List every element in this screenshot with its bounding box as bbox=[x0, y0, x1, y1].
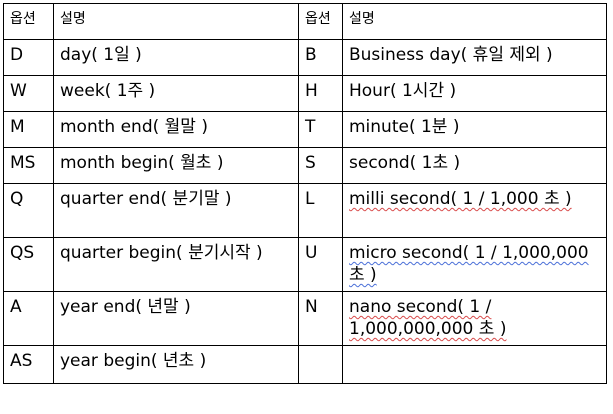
option-code: Q bbox=[3, 183, 54, 238]
header-option-2: 옵션 bbox=[298, 3, 343, 40]
option-description: minute( 1분 ) bbox=[342, 111, 607, 148]
option-code: MS bbox=[3, 147, 54, 184]
option-description: Business day( 휴일 제외 ) bbox=[342, 39, 607, 76]
table-row: A year end( 년말 ) N nano second( 1 / 1,00… bbox=[3, 291, 607, 346]
option-description: milli second( 1 / 1,000 초 ) bbox=[342, 183, 607, 238]
frequency-options-table: 옵션 설명 옵션 설명 D day( 1일 ) B Business day( … bbox=[3, 3, 607, 384]
option-description: week( 1주 ) bbox=[53, 75, 299, 112]
header-description-1: 설명 bbox=[53, 3, 299, 40]
option-code: S bbox=[298, 147, 343, 184]
option-code: T bbox=[298, 111, 343, 148]
option-description: second( 1초 ) bbox=[342, 147, 607, 184]
option-description: month begin( 월초 ) bbox=[53, 147, 299, 184]
option-description: Hour( 1시간 ) bbox=[342, 75, 607, 112]
option-code: QS bbox=[3, 237, 54, 292]
header-description-2: 설명 bbox=[342, 3, 607, 40]
option-description: year end( 년말 ) bbox=[53, 291, 299, 346]
option-code: AS bbox=[3, 345, 54, 384]
option-code: U bbox=[298, 237, 343, 292]
option-code: H bbox=[298, 75, 343, 112]
table-row: MS month begin( 월초 ) S second( 1초 ) bbox=[3, 147, 607, 184]
option-description: quarter begin( 분기시작 ) bbox=[53, 237, 299, 292]
option-code: L bbox=[298, 183, 343, 238]
option-description: month end( 월말 ) bbox=[53, 111, 299, 148]
option-description bbox=[342, 345, 607, 384]
table-row: AS year begin( 년초 ) bbox=[3, 345, 607, 384]
header-option-1: 옵션 bbox=[3, 3, 54, 40]
option-code: W bbox=[3, 75, 54, 112]
table-header-row: 옵션 설명 옵션 설명 bbox=[3, 3, 607, 40]
table-row: Q quarter end( 분기말 ) L milli second( 1 /… bbox=[3, 183, 607, 238]
table-row: M month end( 월말 ) T minute( 1분 ) bbox=[3, 111, 607, 148]
option-code: D bbox=[3, 39, 54, 76]
option-code: A bbox=[3, 291, 54, 346]
table-row: QS quarter begin( 분기시작 ) U micro second(… bbox=[3, 237, 607, 292]
table-row: W week( 1주 ) H Hour( 1시간 ) bbox=[3, 75, 607, 112]
option-code: M bbox=[3, 111, 54, 148]
option-description: micro second( 1 / 1,000,000 초 ) bbox=[342, 237, 607, 292]
option-description: day( 1일 ) bbox=[53, 39, 299, 76]
table-row: D day( 1일 ) B Business day( 휴일 제외 ) bbox=[3, 39, 607, 76]
option-code: N bbox=[298, 291, 343, 346]
option-description: nano second( 1 / 1,000,000,000 초 ) bbox=[342, 291, 607, 346]
option-code: B bbox=[298, 39, 343, 76]
document-frame: 옵션 설명 옵션 설명 D day( 1일 ) B Business day( … bbox=[3, 3, 607, 411]
option-description: quarter end( 분기말 ) bbox=[53, 183, 299, 238]
option-code bbox=[298, 345, 343, 384]
option-description: year begin( 년초 ) bbox=[53, 345, 299, 384]
